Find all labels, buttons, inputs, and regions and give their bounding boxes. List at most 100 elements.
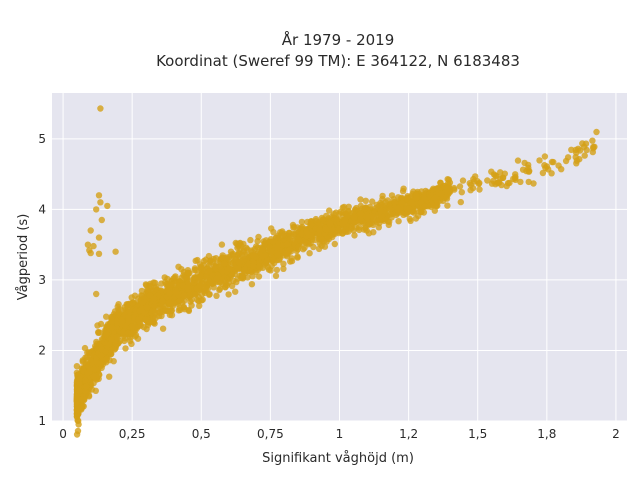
data-point xyxy=(115,301,122,308)
data-point xyxy=(444,202,451,209)
data-point xyxy=(108,336,115,343)
data-point xyxy=(81,376,89,384)
data-point xyxy=(541,153,549,160)
data-point xyxy=(357,215,364,222)
data-point xyxy=(74,427,82,435)
data-point xyxy=(284,249,291,257)
data-point xyxy=(81,344,89,352)
data-point xyxy=(356,226,363,234)
data-point xyxy=(219,254,226,261)
data-point xyxy=(386,206,393,213)
data-point xyxy=(106,373,113,380)
data-point xyxy=(459,177,467,184)
data-point xyxy=(237,239,244,247)
data-point xyxy=(361,205,369,212)
x-axis-ticks: 0 0,25 0,5 0,75 1 1,2 1,5 1,8 2 xyxy=(59,427,620,441)
data-point xyxy=(98,216,106,224)
data-point xyxy=(301,238,309,246)
data-point xyxy=(164,275,171,283)
data-point xyxy=(285,229,292,237)
data-point xyxy=(192,266,200,274)
data-point xyxy=(98,336,106,343)
y-tick-label: 3 xyxy=(38,273,46,287)
data-point xyxy=(421,195,428,202)
data-point xyxy=(263,257,271,265)
data-point xyxy=(144,286,151,293)
data-point xyxy=(76,375,83,382)
data-point xyxy=(103,355,110,363)
data-point xyxy=(510,175,517,183)
data-point xyxy=(85,392,93,399)
data-point xyxy=(73,407,81,414)
data-point xyxy=(196,282,204,289)
grid-lines xyxy=(52,93,627,422)
x-tick-label: 1,2 xyxy=(399,427,418,441)
data-point xyxy=(218,241,226,248)
data-point xyxy=(345,228,352,235)
data-point xyxy=(576,147,584,154)
data-point xyxy=(175,263,182,270)
data-point xyxy=(303,229,311,237)
data-point xyxy=(476,186,483,193)
data-point xyxy=(525,178,532,186)
data-point xyxy=(287,258,294,265)
data-point xyxy=(581,152,588,159)
data-point xyxy=(335,229,342,237)
data-point xyxy=(162,307,169,314)
data-point xyxy=(176,277,183,285)
data-point xyxy=(517,178,524,186)
data-point xyxy=(370,213,377,220)
data-point xyxy=(204,285,212,293)
data-point xyxy=(272,272,280,280)
data-point xyxy=(129,323,136,330)
data-point xyxy=(108,324,116,331)
data-point xyxy=(248,247,255,254)
data-point xyxy=(413,195,420,202)
data-point xyxy=(206,259,213,266)
data-point xyxy=(226,265,233,272)
data-point xyxy=(362,197,369,204)
data-point xyxy=(250,262,257,270)
data-point xyxy=(294,253,301,260)
x-tick-label: 1 xyxy=(336,427,344,441)
data-point xyxy=(119,328,127,336)
data-point xyxy=(96,360,104,367)
data-point xyxy=(467,187,474,194)
data-point xyxy=(241,266,248,273)
data-point xyxy=(351,214,358,221)
data-point xyxy=(97,105,104,112)
data-point xyxy=(78,396,85,403)
data-point xyxy=(86,247,93,254)
data-point xyxy=(82,383,90,390)
data-point xyxy=(476,179,483,187)
data-point xyxy=(399,187,407,195)
data-point xyxy=(90,373,98,380)
data-point xyxy=(249,252,257,260)
data-point xyxy=(438,190,445,197)
data-point xyxy=(255,263,263,270)
data-point xyxy=(295,236,302,243)
data-point xyxy=(168,281,175,288)
y-tick-label: 2 xyxy=(38,343,46,357)
data-point xyxy=(140,295,147,302)
data-point xyxy=(239,273,246,280)
data-point xyxy=(407,217,414,224)
data-point xyxy=(118,318,126,325)
data-point xyxy=(408,199,415,206)
data-point xyxy=(564,154,572,161)
data-point xyxy=(457,198,464,206)
data-point xyxy=(204,268,211,275)
data-point xyxy=(280,260,287,267)
data-point xyxy=(142,316,149,323)
data-point xyxy=(255,233,262,241)
y-tick-label: 1 xyxy=(38,414,46,428)
data-point xyxy=(114,334,121,341)
data-point xyxy=(490,177,497,185)
data-point xyxy=(369,198,376,205)
data-point xyxy=(173,289,180,296)
data-point xyxy=(112,248,119,255)
data-point xyxy=(458,189,465,196)
data-point xyxy=(525,164,532,171)
data-point xyxy=(268,248,276,256)
data-point xyxy=(95,192,103,199)
